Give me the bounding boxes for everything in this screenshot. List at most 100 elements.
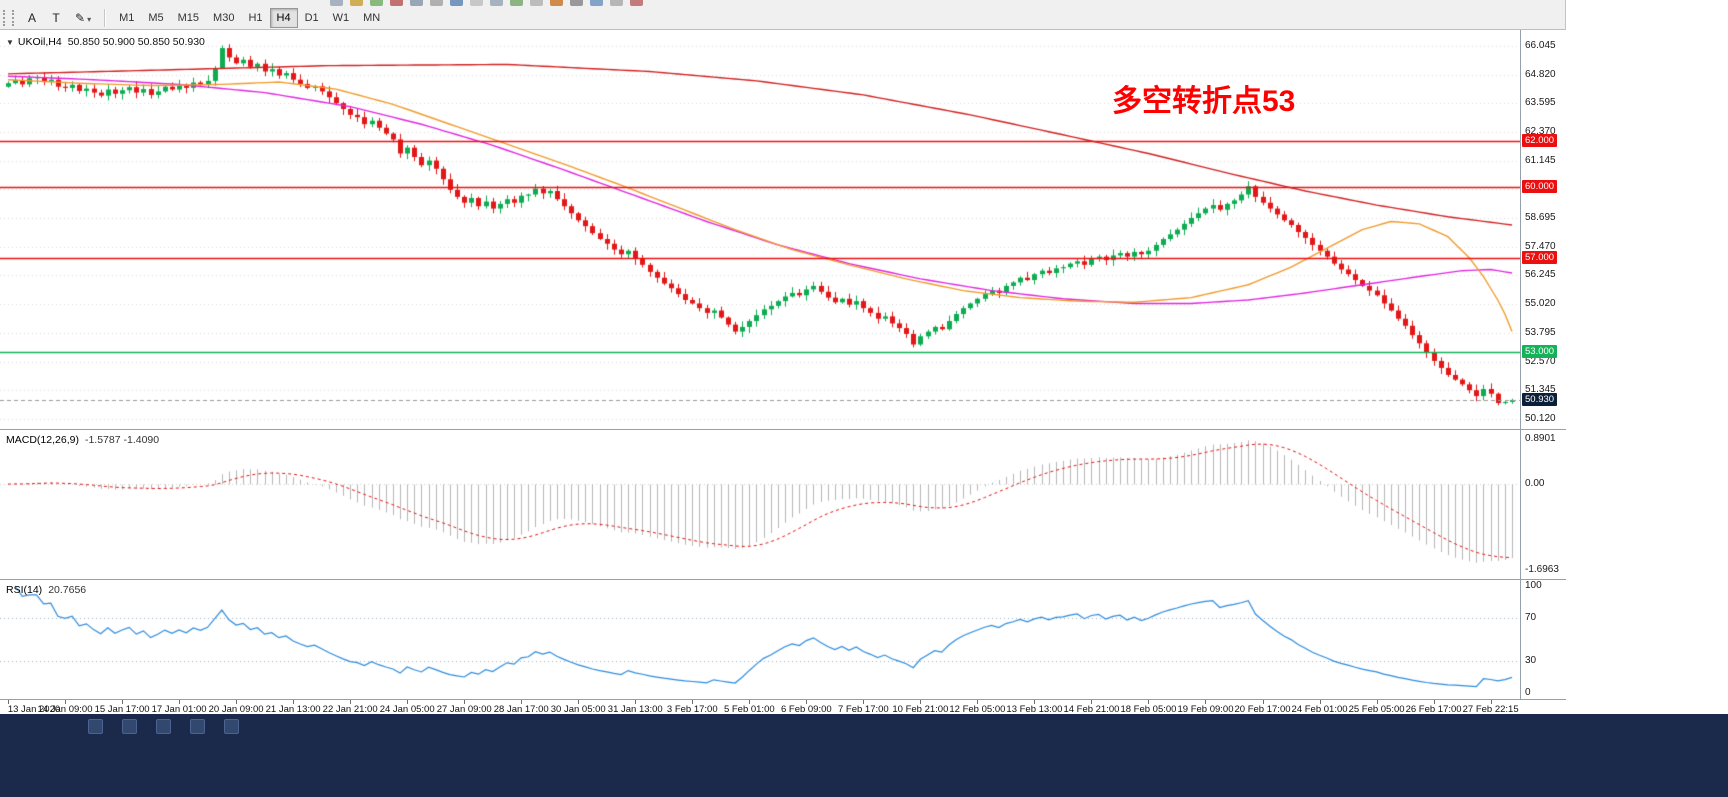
time-axis-tick [1205,700,1206,704]
taskbar-icon[interactable] [224,719,239,734]
drawing-tools-button[interactable]: ✎ ▾ [69,8,97,28]
rsi-label: RSI(14) 20.7656 [6,584,86,596]
time-axis-tick [920,700,921,704]
clipped-toolbar-icon[interactable] [590,0,603,6]
clipped-toolbar-icon[interactable] [530,0,543,6]
price-scale[interactable]: 66.04564.82063.59562.37061.14559.92058.6… [1520,30,1566,429]
time-axis-tick [1491,700,1492,704]
clipped-toolbar-icon[interactable] [450,0,463,6]
time-axis-label: 14 Jan 09:00 [37,704,93,715]
text-tool-button[interactable]: T [45,8,67,28]
pencil-icon: ✎ [75,11,86,25]
taskbar-icon[interactable] [122,719,137,734]
price-scale-label: 56.245 [1525,269,1556,281]
taskbar-icon[interactable] [190,719,205,734]
time-axis-label: 15 Jan 17:00 [94,704,150,715]
clipped-toolbar-icon[interactable] [430,0,443,6]
time-axis-label: 20 Jan 09:00 [208,704,264,715]
macd-scale-label: 0.8901 [1525,433,1556,444]
tool-row: A T ✎ ▾ M1 M5 M15 M30 H1 H4 D1 W1 MN [0,7,387,29]
time-axis-label: 25 Feb 05:00 [1348,704,1405,715]
chart-ohlc-values: 50.850 50.900 50.850 50.930 [67,36,205,48]
price-scale-label: 58.695 [1525,212,1556,224]
price-scale-label: 64.820 [1525,68,1556,80]
rsi-scale[interactable]: 100 70 30 0 [1520,580,1566,699]
time-axis-tick [407,700,408,704]
timeframe-button-mn[interactable]: MN [356,8,387,28]
time-axis-label: 14 Feb 21:00 [1063,704,1120,715]
arrow-tool-button[interactable]: A [21,8,43,28]
timeframe-button-m1[interactable]: M1 [112,8,141,28]
clipped-toolbar-icon[interactable] [630,0,643,6]
time-axis-label: 5 Feb 01:00 [723,704,775,715]
rsi-value: 20.7656 [48,584,87,596]
clipped-toolbar-icon[interactable] [470,0,483,6]
macd-scale-label: -1.6963 [1525,564,1559,575]
time-axis-tick [635,700,636,704]
time-axis-label: 31 Jan 13:00 [607,704,663,715]
time-axis-label: 3 Feb 17:00 [666,704,718,715]
time-axis-tick [236,700,237,704]
time-axis-tick [179,700,180,704]
price-scale-label: 66.045 [1525,39,1556,51]
timeframe-button-m15[interactable]: M15 [171,8,206,28]
time-axis-label: 13 Feb 13:00 [1006,704,1063,715]
time-axis-label: 12 Feb 05:00 [949,704,1006,715]
rsi-name: RSI(14) [6,584,43,596]
timeframe-button-d1[interactable]: D1 [298,8,326,28]
timeframe-button-h1[interactable]: H1 [241,8,269,28]
chart-symbol-period: UKOil,H4 [17,36,62,48]
time-axis-tick [578,700,579,704]
clipped-toolbar-icon[interactable] [370,0,383,6]
clipped-toolbar-icon[interactable] [490,0,503,6]
time-axis-tick [1263,700,1264,704]
timeframe-button-m30[interactable]: M30 [206,8,241,28]
time-axis-label: 18 Feb 05:00 [1120,704,1177,715]
time-axis[interactable]: 13 Jan 2020 14 Jan 09:00 15 Jan 17:00 17 Ja… [0,699,1566,715]
clipped-toolbar-icon[interactable] [550,0,563,6]
clipped-toolbar-icon[interactable] [410,0,423,6]
time-axis-tick [692,700,693,704]
clipped-toolbar-icon[interactable] [390,0,403,6]
price-scale-label: 63.595 [1525,97,1556,109]
timeframe-button-w1[interactable]: W1 [326,8,357,28]
clipped-toolbar-icon[interactable] [570,0,583,6]
macd-canvas[interactable] [0,430,1520,579]
toolbar-separator [104,9,107,27]
time-axis-tick [464,700,465,704]
macd-scale-label: 0.00 [1525,478,1545,490]
time-axis-tick [8,700,9,704]
rsi-scale-label: 30 [1525,654,1537,666]
main-chart-panel: 66.04564.82063.59562.37061.14559.92058.6… [0,30,1566,429]
time-axis-label: 24 Jan 05:00 [379,704,435,715]
time-axis-label: 28 Jan 17:00 [493,704,549,715]
time-axis-label: 13 Jan 2020 [7,704,61,715]
clipped-toolbar-icon[interactable] [330,0,343,6]
time-axis-label: 30 Jan 05:00 [550,704,606,715]
taskbar-icon[interactable] [88,719,103,734]
time-axis-tick [122,700,123,704]
time-axis-tick [1091,700,1092,704]
toolbar-grip[interactable] [3,10,14,26]
timeframe-button-m5[interactable]: M5 [141,8,170,28]
macd-scale[interactable]: 0.8901 0.00 -1.6963 [1520,430,1566,579]
price-scale-label: 52.570 [1525,355,1556,367]
chart-dropdown-icon[interactable]: ▼ [6,38,14,47]
main-chart-canvas[interactable] [0,30,1520,429]
taskbar-icon[interactable] [156,719,171,734]
taskbar [0,714,1728,797]
timeframe-button-h4[interactable]: H4 [269,8,298,28]
macd-label: MACD(12,26,9) -1.5787 -1.4090 [6,434,159,446]
time-axis-label: 24 Feb 01:00 [1291,704,1348,715]
clipped-toolbar-icon[interactable] [510,0,523,6]
rsi-canvas[interactable] [0,580,1520,699]
clipped-toolbar-icon[interactable] [610,0,623,6]
chart-title: ▼ UKOil,H4 50.850 50.900 50.850 50.930 [6,36,205,48]
time-axis-label: 27 Jan 09:00 [436,704,492,715]
price-scale-label: 57.470 [1525,240,1556,252]
price-scale-label: 62.370 [1525,125,1556,137]
clipped-toolbar-icon[interactable] [350,0,363,6]
macd-panel: 0.8901 0.00 -1.6963 MACD(12,26,9) -1.5787 -… [0,429,1566,579]
mt4-window: A T ✎ ▾ M1 M5 M15 M30 H1 H4 D1 W1 MN 66.045 64.820… [0,0,1566,715]
